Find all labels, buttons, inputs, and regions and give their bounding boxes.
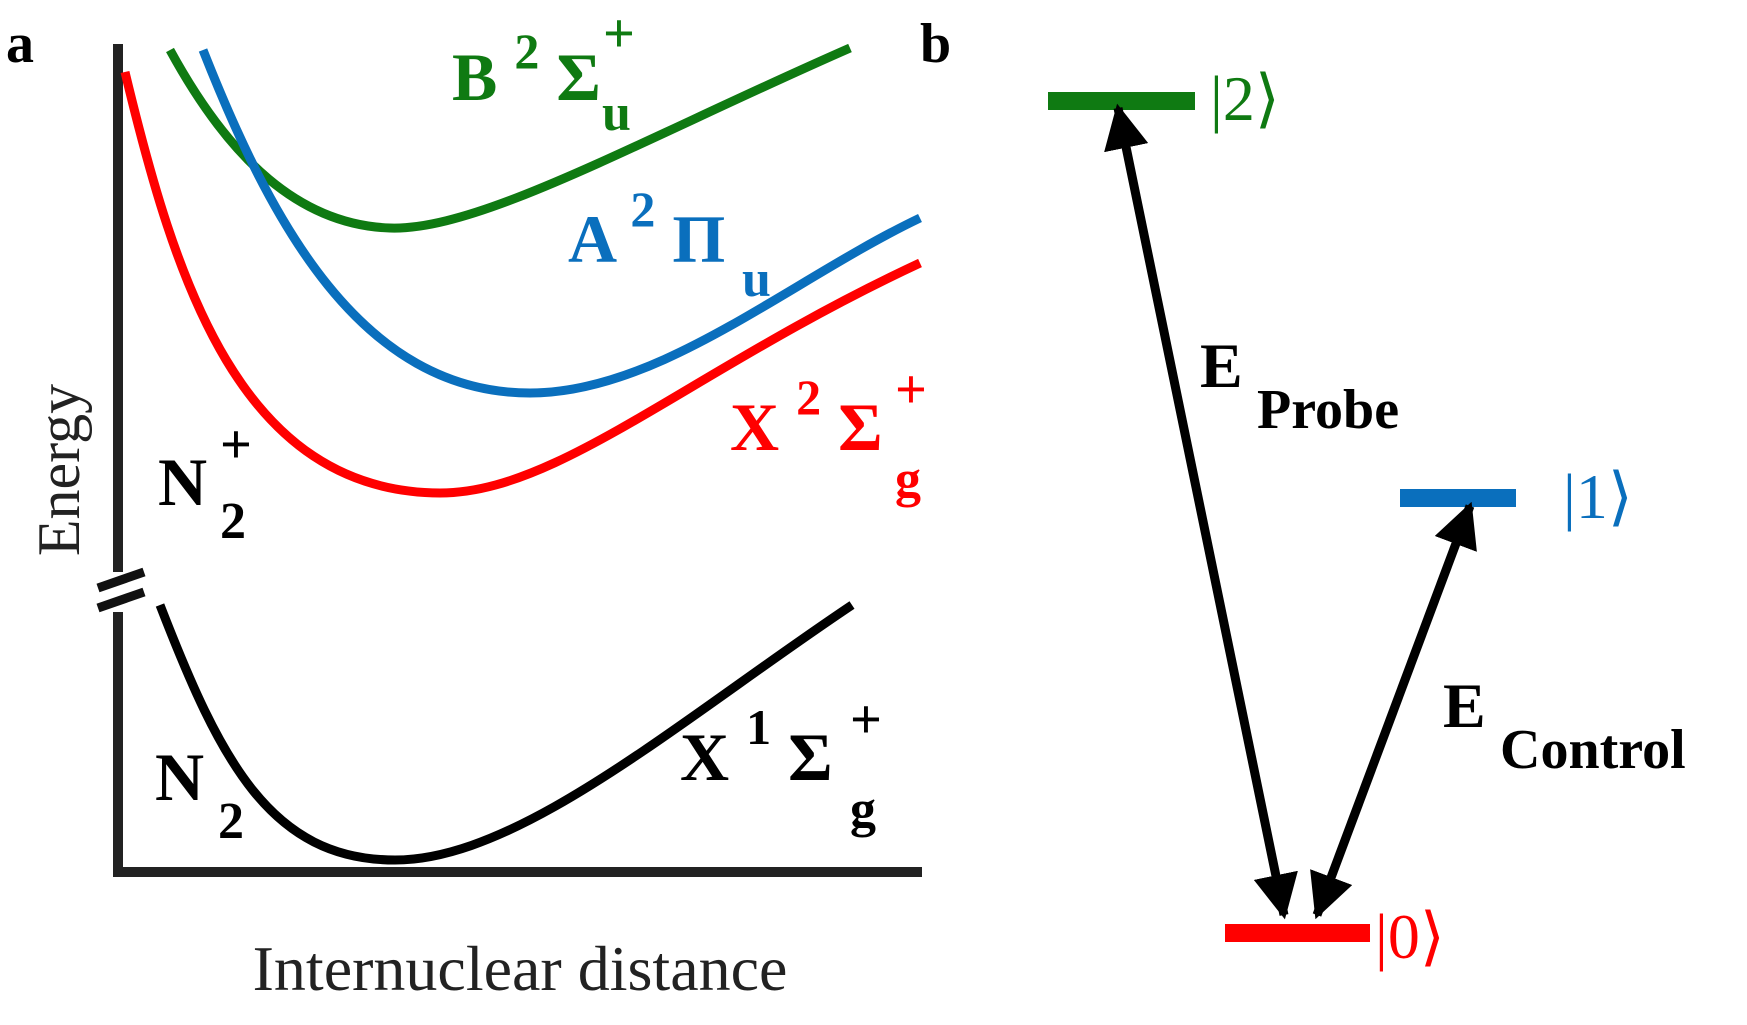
probe-field-sub: Probe (1257, 379, 1399, 441)
label-b-sym: Σ (556, 39, 600, 115)
neutral-label-main: N (155, 739, 204, 815)
label-x-neutral-main: X (680, 719, 729, 795)
curve-b-state (166, 43, 852, 233)
label-a-sym: Π (672, 201, 725, 277)
control-field-label: E Control (1443, 670, 1686, 781)
label-a-state: A 2 Π u (568, 165, 771, 308)
label-x-neutral-sub: g (850, 781, 876, 838)
curve-x-ion-state (120, 70, 922, 498)
ion-label-sup: + (220, 414, 252, 476)
label-x-ion-mult: 2 (796, 369, 821, 425)
ion-label-sub: 2 (220, 493, 246, 550)
label-x-neutral-sym: Σ (788, 719, 832, 795)
probe-field-main: E (1200, 330, 1243, 401)
y-axis-label: Energy (26, 384, 92, 556)
label-x-neutral-mult: 1 (746, 699, 771, 755)
axis-break-mark-lower (96, 587, 146, 613)
curve-x-neutral-state (155, 601, 855, 865)
control-field-main: E (1443, 670, 1486, 741)
label-b-sub: u (602, 85, 631, 142)
label-x-ion-sub: g (895, 451, 921, 508)
x-axis-label: Internuclear distance (253, 933, 788, 1004)
neutral-label: N 2 (155, 739, 244, 850)
level-1-label: |1⟩ (1563, 461, 1633, 532)
label-b-main: B (452, 39, 497, 115)
label-b-mult: 2 (514, 23, 539, 79)
level-2-label: |2⟩ (1210, 63, 1280, 134)
level-0-label: |0⟩ (1375, 901, 1445, 972)
panel-b-label: b (920, 13, 951, 75)
control-arrow (1310, 501, 1477, 920)
label-x-ion-sup: + (895, 359, 927, 421)
label-a-sub: u (742, 251, 771, 308)
probe-arrow (1104, 103, 1298, 920)
ion-label-main: N (158, 444, 207, 520)
label-a-mult: 2 (630, 181, 655, 237)
label-x-ion-sym: Σ (838, 389, 882, 465)
control-field-sub: Control (1500, 719, 1686, 781)
label-b-state: B 2 Σ + u (452, 0, 652, 142)
label-b-sup: + (603, 3, 635, 65)
label-x-ion-main: X (730, 389, 779, 465)
probe-field-label: E Probe (1200, 330, 1399, 441)
label-x-neutral-sup: + (850, 689, 882, 751)
ion-label: N + 2 (158, 402, 269, 550)
label-x-neutral-state: X 1 Σ + g (680, 677, 899, 838)
panel-a-axes (96, 44, 922, 877)
label-a-main: A (568, 201, 617, 277)
axis-break-mark-upper (96, 567, 146, 593)
curve-a-state (198, 48, 922, 398)
panel-a-label: a (6, 13, 34, 75)
neutral-label-sub: 2 (218, 793, 244, 850)
label-x-ion-state: X 2 Σ + g (730, 347, 944, 508)
